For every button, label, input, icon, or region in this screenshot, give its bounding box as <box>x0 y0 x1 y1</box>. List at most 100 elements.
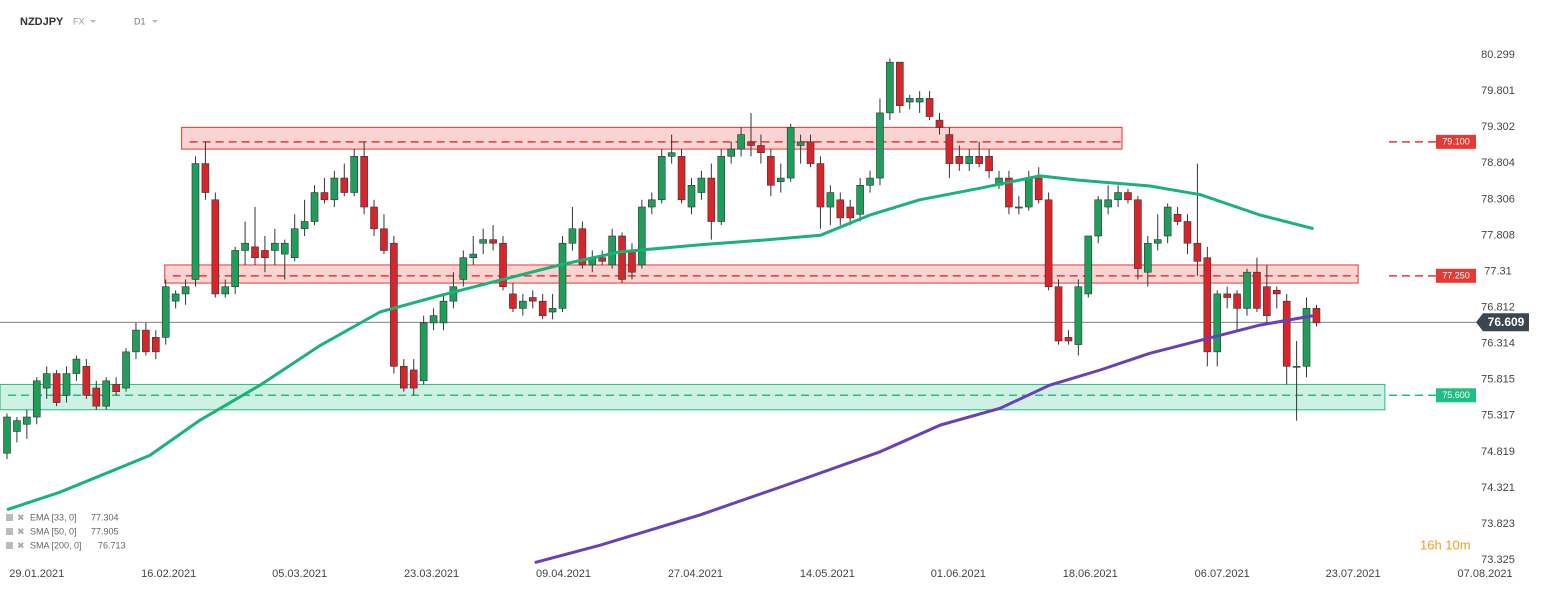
candle-body <box>896 61 904 106</box>
last-price-tag <box>1476 313 1529 332</box>
candle-body <box>965 156 974 164</box>
candle-body <box>677 156 686 201</box>
candle-body <box>42 373 51 389</box>
candle-body <box>528 297 537 302</box>
x-tick-label: 05.03.2021 <box>272 568 327 580</box>
candle-body <box>1134 199 1142 269</box>
candle-body <box>300 221 309 230</box>
candle-body <box>62 373 71 396</box>
candle-body <box>1074 286 1083 345</box>
legend-name: SMA [50, 0] <box>30 526 77 536</box>
dropdown-caret[interactable] <box>90 20 96 23</box>
candle-body <box>905 98 914 103</box>
candle-body <box>390 242 398 367</box>
candle-body <box>856 185 864 215</box>
candle-body <box>568 228 577 244</box>
legend-value: 77.905 <box>91 526 119 536</box>
candle-body <box>181 286 190 295</box>
candle-body <box>489 239 497 244</box>
candle-body <box>419 322 428 382</box>
interval[interactable]: D1 <box>134 16 146 26</box>
candle-body <box>191 163 200 280</box>
candle-body <box>330 177 339 201</box>
candle-body <box>1193 242 1202 262</box>
y-tick-label: 79.302 <box>1481 121 1515 133</box>
candle-body <box>340 177 349 193</box>
candle-body <box>271 242 279 251</box>
candle-body <box>886 61 894 114</box>
candle-body <box>241 242 249 251</box>
candle-body <box>1054 286 1063 342</box>
candle-body <box>1084 235 1093 295</box>
candle-body <box>628 250 636 273</box>
candle-body <box>112 384 120 392</box>
candle-body <box>499 242 507 287</box>
candle-body <box>280 242 289 255</box>
x-tick-label: 23.03.2021 <box>404 568 459 580</box>
candle-body <box>1292 366 1301 368</box>
x-tick-label: 07.08.2021 <box>1458 568 1513 580</box>
candle-body <box>479 239 487 244</box>
zone <box>0 383 1386 411</box>
candle-body <box>350 156 359 193</box>
candle-body <box>231 250 239 287</box>
x-tick-label: 01.06.2021 <box>931 568 986 580</box>
candle-body <box>519 300 527 309</box>
candle-body <box>1223 293 1231 298</box>
candle-body <box>806 141 815 164</box>
candle-body <box>1153 239 1162 244</box>
dropdown-caret[interactable] <box>152 20 158 23</box>
candle-body <box>1024 177 1033 208</box>
candle-body <box>697 177 706 193</box>
candle-body <box>558 242 567 309</box>
candle-body <box>608 235 616 266</box>
market[interactable]: FX <box>73 16 85 26</box>
zone <box>164 264 1359 284</box>
y-tick-label: 73.823 <box>1481 518 1515 530</box>
candle-body <box>767 156 775 186</box>
candle-body <box>876 112 884 179</box>
candle-body <box>648 199 656 208</box>
y-tick-label: 78.306 <box>1481 193 1515 205</box>
candle-body <box>836 199 845 219</box>
candle-body <box>776 177 785 182</box>
y-tick-label: 76.812 <box>1481 301 1515 313</box>
legend-icon <box>6 514 13 521</box>
candle-body <box>985 156 993 172</box>
candle-body <box>3 416 11 454</box>
symbol[interactable]: NZDJPY <box>20 16 64 28</box>
candle-body <box>132 329 140 353</box>
legend-close: ✖ <box>17 540 25 550</box>
candle-body <box>1044 199 1053 287</box>
candle-body <box>400 366 408 389</box>
candle-body <box>152 337 160 353</box>
candle-body <box>757 145 765 154</box>
level-label: 79.100 <box>1442 137 1470 147</box>
legend-close: ✖ <box>17 526 25 536</box>
candle-body <box>816 163 825 208</box>
candle-body <box>469 253 478 259</box>
candle-body <box>509 293 517 309</box>
x-tick-label: 06.07.2021 <box>1195 568 1250 580</box>
y-tick-label: 74.321 <box>1481 482 1515 494</box>
candle-body <box>1064 337 1073 342</box>
level-tag <box>1436 268 1476 283</box>
y-tick-label: 77.31 <box>1484 265 1512 277</box>
x-tick-label: 09.04.2021 <box>536 568 591 580</box>
indicator-line <box>6 174 1314 512</box>
candle-body <box>727 148 735 157</box>
y-tick-label: 77.808 <box>1481 229 1515 241</box>
candle-body <box>102 380 111 407</box>
level-label: 77.250 <box>1442 271 1470 281</box>
candle-body <box>1114 192 1122 201</box>
candle-body <box>796 141 805 146</box>
legend-name: EMA [33, 0] <box>30 512 77 522</box>
y-tick-label: 80.299 <box>1481 49 1515 61</box>
zone <box>181 126 1123 150</box>
candle-body <box>1213 293 1222 353</box>
y-tick-label: 73.325 <box>1481 554 1515 566</box>
candle-body <box>142 329 150 353</box>
candle-body <box>52 373 61 403</box>
